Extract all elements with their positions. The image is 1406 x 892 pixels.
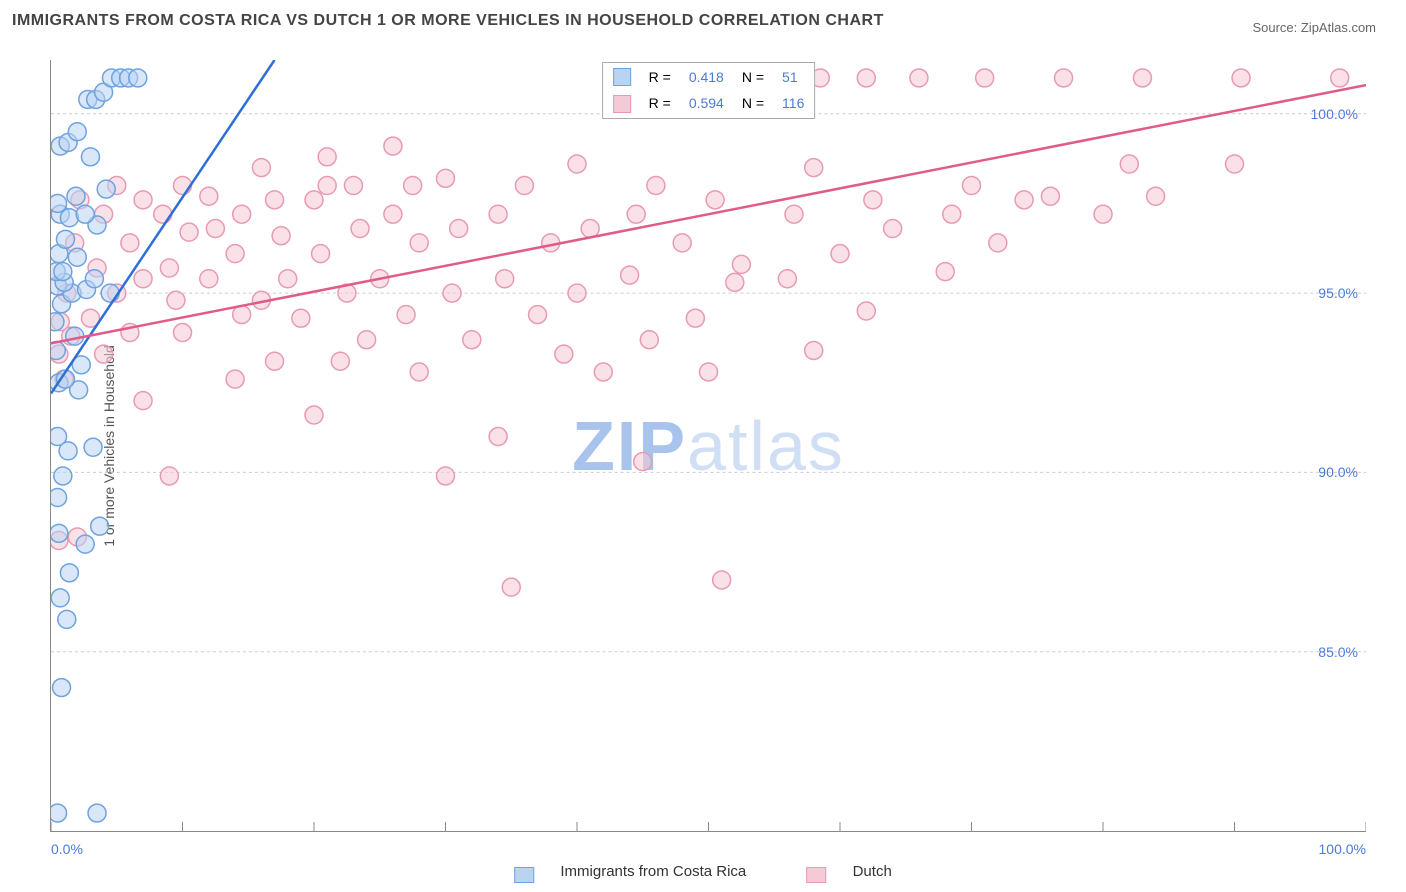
x-tick-label: 100.0%: [1319, 841, 1366, 857]
swatch-icon: [613, 68, 631, 86]
plot-area: ZIPatlas R = 0.418 N = 51 R =: [50, 60, 1366, 832]
stat-row: R = 0.418 N = 51: [605, 65, 813, 89]
r-label: R =: [641, 91, 679, 115]
swatch-icon: [514, 867, 534, 883]
y-tick-label: 100.0%: [1311, 106, 1358, 122]
legend-label: Immigrants from Costa Rica: [560, 863, 746, 880]
swatch-icon: [613, 95, 631, 113]
y-tick-label: 85.0%: [1318, 644, 1358, 660]
chart-title: IMMIGRANTS FROM COSTA RICA VS DUTCH 1 OR…: [12, 12, 884, 30]
x-ticks: [51, 822, 1366, 831]
legend-label: Dutch: [853, 863, 892, 880]
stat-row: R = 0.594 N = 116: [605, 91, 813, 115]
n-value-1: 116: [774, 91, 812, 115]
stat-legend: R = 0.418 N = 51 R = 0.594 N = 116: [602, 62, 816, 119]
legend-item: Dutch: [792, 863, 905, 880]
bottom-legend: Immigrants from Costa Rica Dutch: [486, 863, 920, 880]
n-value-0: 51: [774, 65, 812, 89]
y-tick-label: 90.0%: [1318, 464, 1358, 480]
swatch-icon: [806, 867, 826, 883]
r-label: R =: [641, 65, 679, 89]
series-dutch: [51, 69, 1349, 596]
r-value-1: 0.594: [681, 91, 732, 115]
source-label: Source: ZipAtlas.com: [1252, 20, 1376, 35]
n-label: N =: [734, 91, 772, 115]
r-value-0: 0.418: [681, 65, 732, 89]
x-tick-label: 0.0%: [51, 841, 83, 857]
series-costa-rica: [51, 69, 147, 822]
y-tick-label: 95.0%: [1318, 285, 1358, 301]
legend-item: Immigrants from Costa Rica: [500, 863, 764, 880]
n-label: N =: [734, 65, 772, 89]
plot-svg: [51, 60, 1366, 831]
chart-container: IMMIGRANTS FROM COSTA RICA VS DUTCH 1 OR…: [0, 0, 1406, 892]
